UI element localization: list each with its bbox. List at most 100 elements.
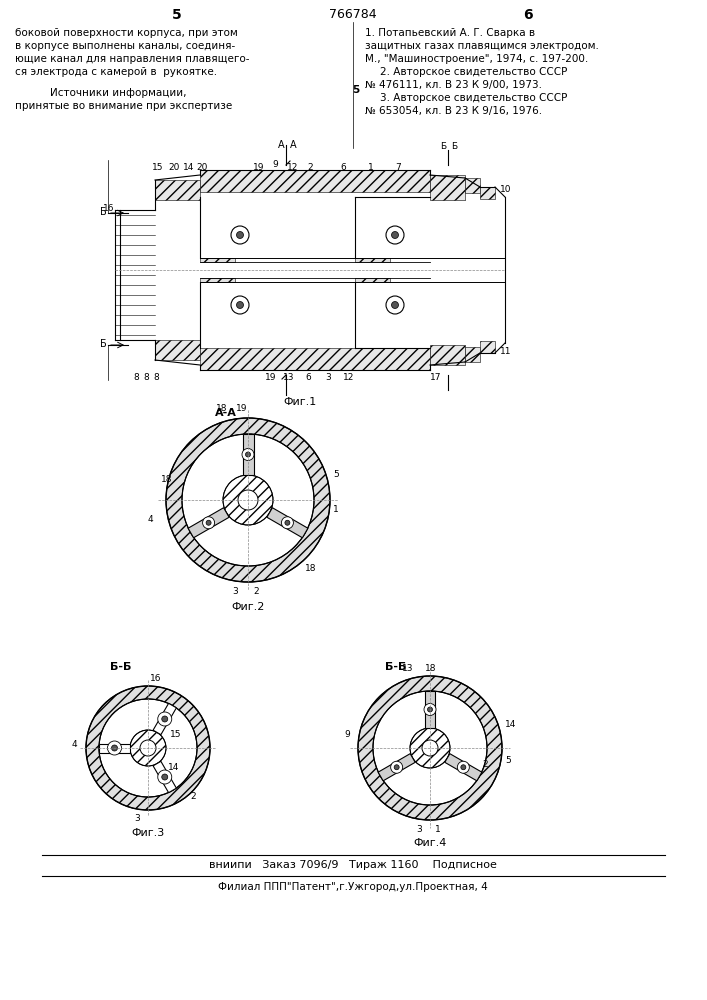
Circle shape — [206, 520, 211, 525]
Text: Б-Б: Б-Б — [385, 662, 407, 672]
Text: 19: 19 — [253, 163, 264, 172]
Text: 1: 1 — [333, 505, 339, 514]
Text: 6: 6 — [305, 373, 311, 382]
Text: ся электрода с камерой в  рукоятке.: ся электрода с камерой в рукоятке. — [15, 67, 217, 77]
Bar — [200, 348, 430, 370]
Text: 9: 9 — [344, 730, 350, 739]
Wedge shape — [166, 418, 330, 582]
Text: Б: Б — [100, 339, 107, 349]
Text: 12: 12 — [343, 373, 354, 382]
Text: A: A — [290, 140, 297, 150]
Circle shape — [231, 226, 249, 244]
Circle shape — [461, 765, 466, 770]
Text: Б: Б — [451, 142, 457, 151]
Wedge shape — [86, 686, 210, 810]
Text: М., "Машиностроение", 1974, с. 197-200.: М., "Машиностроение", 1974, с. 197-200. — [365, 54, 588, 64]
Text: 16: 16 — [150, 674, 161, 683]
Text: 8: 8 — [143, 373, 148, 382]
Text: 3: 3 — [325, 373, 331, 382]
Bar — [155, 340, 200, 360]
Circle shape — [285, 520, 290, 525]
Polygon shape — [445, 754, 482, 781]
Text: 19: 19 — [236, 404, 247, 413]
Text: 6: 6 — [523, 8, 533, 22]
Bar — [355, 278, 390, 282]
Text: 2. Авторское свидетельство СССР: 2. Авторское свидетельство СССР — [380, 67, 568, 77]
Text: принятые во внимание при экспертизе: принятые во внимание при экспертизе — [15, 101, 233, 111]
Circle shape — [392, 232, 399, 238]
Bar — [200, 258, 235, 262]
Circle shape — [223, 475, 273, 525]
Text: защитных газах плавящимся электродом.: защитных газах плавящимся электродом. — [365, 41, 599, 51]
Text: Фиг.2: Фиг.2 — [231, 602, 264, 612]
Text: 15: 15 — [152, 163, 163, 172]
Text: 17: 17 — [430, 373, 441, 382]
Circle shape — [391, 761, 403, 773]
Text: 3: 3 — [134, 814, 140, 823]
Text: 1: 1 — [368, 163, 374, 172]
Text: 6: 6 — [340, 163, 346, 172]
Text: 2: 2 — [190, 792, 196, 801]
Bar — [430, 345, 465, 365]
Text: № 653054, кл. В 23 К 9/16, 1976.: № 653054, кл. В 23 К 9/16, 1976. — [365, 106, 542, 116]
Circle shape — [242, 448, 254, 460]
Text: 8: 8 — [133, 373, 139, 382]
Circle shape — [281, 517, 293, 529]
Text: 8: 8 — [153, 373, 159, 382]
Text: 766784: 766784 — [329, 8, 377, 21]
Text: Фиг.1: Фиг.1 — [284, 397, 317, 407]
Circle shape — [107, 741, 122, 755]
Circle shape — [112, 745, 117, 751]
Text: Фиг.3: Фиг.3 — [132, 828, 165, 838]
Text: 9: 9 — [272, 160, 278, 169]
Text: 11: 11 — [500, 347, 511, 356]
Circle shape — [203, 517, 215, 529]
Circle shape — [231, 296, 249, 314]
Text: 4: 4 — [72, 740, 78, 749]
Text: 18: 18 — [425, 664, 436, 673]
Text: боковой поверхности корпуса, при этом: боковой поверхности корпуса, при этом — [15, 28, 238, 38]
Polygon shape — [267, 508, 308, 538]
Text: 4: 4 — [148, 515, 153, 524]
Text: 15: 15 — [170, 730, 182, 739]
Bar — [480, 187, 495, 199]
Text: 18: 18 — [216, 404, 228, 413]
Circle shape — [158, 770, 172, 784]
Circle shape — [238, 490, 258, 510]
Text: 19: 19 — [265, 373, 276, 382]
Text: № 476111, кл. В 23 К 9/00, 1973.: № 476111, кл. В 23 К 9/00, 1973. — [365, 80, 542, 90]
Circle shape — [158, 712, 172, 726]
Text: Б: Б — [100, 207, 107, 217]
Circle shape — [162, 716, 168, 722]
Circle shape — [140, 740, 156, 756]
Text: 7: 7 — [395, 163, 401, 172]
Text: вниипи   Заказ 7096/9   Тираж 1160    Подписное: вниипи Заказ 7096/9 Тираж 1160 Подписное — [209, 860, 497, 870]
Text: Б-Б: Б-Б — [110, 662, 132, 672]
Circle shape — [386, 226, 404, 244]
Text: 12: 12 — [287, 163, 298, 172]
Text: 20: 20 — [196, 163, 207, 172]
Text: 18: 18 — [161, 475, 173, 484]
Polygon shape — [99, 744, 130, 752]
Text: 2: 2 — [482, 760, 488, 769]
Circle shape — [424, 704, 436, 716]
Circle shape — [245, 452, 250, 457]
Text: 5: 5 — [333, 470, 339, 479]
Text: 3: 3 — [232, 587, 238, 596]
Text: 2: 2 — [307, 163, 312, 172]
Text: 1: 1 — [435, 825, 440, 834]
Bar — [355, 258, 390, 262]
Text: 2: 2 — [253, 587, 259, 596]
Text: 5: 5 — [172, 8, 182, 22]
Circle shape — [237, 302, 243, 308]
Circle shape — [162, 774, 168, 780]
Bar — [465, 178, 480, 193]
Bar — [465, 347, 480, 362]
Polygon shape — [153, 703, 177, 735]
Circle shape — [237, 232, 243, 238]
Circle shape — [395, 765, 399, 770]
Circle shape — [428, 707, 433, 712]
Text: 1. Потапьевский А. Г. Сварка в: 1. Потапьевский А. Г. Сварка в — [365, 28, 535, 38]
Bar — [480, 341, 495, 353]
Text: ющие канал для направления плавящего-: ющие канал для направления плавящего- — [15, 54, 250, 64]
